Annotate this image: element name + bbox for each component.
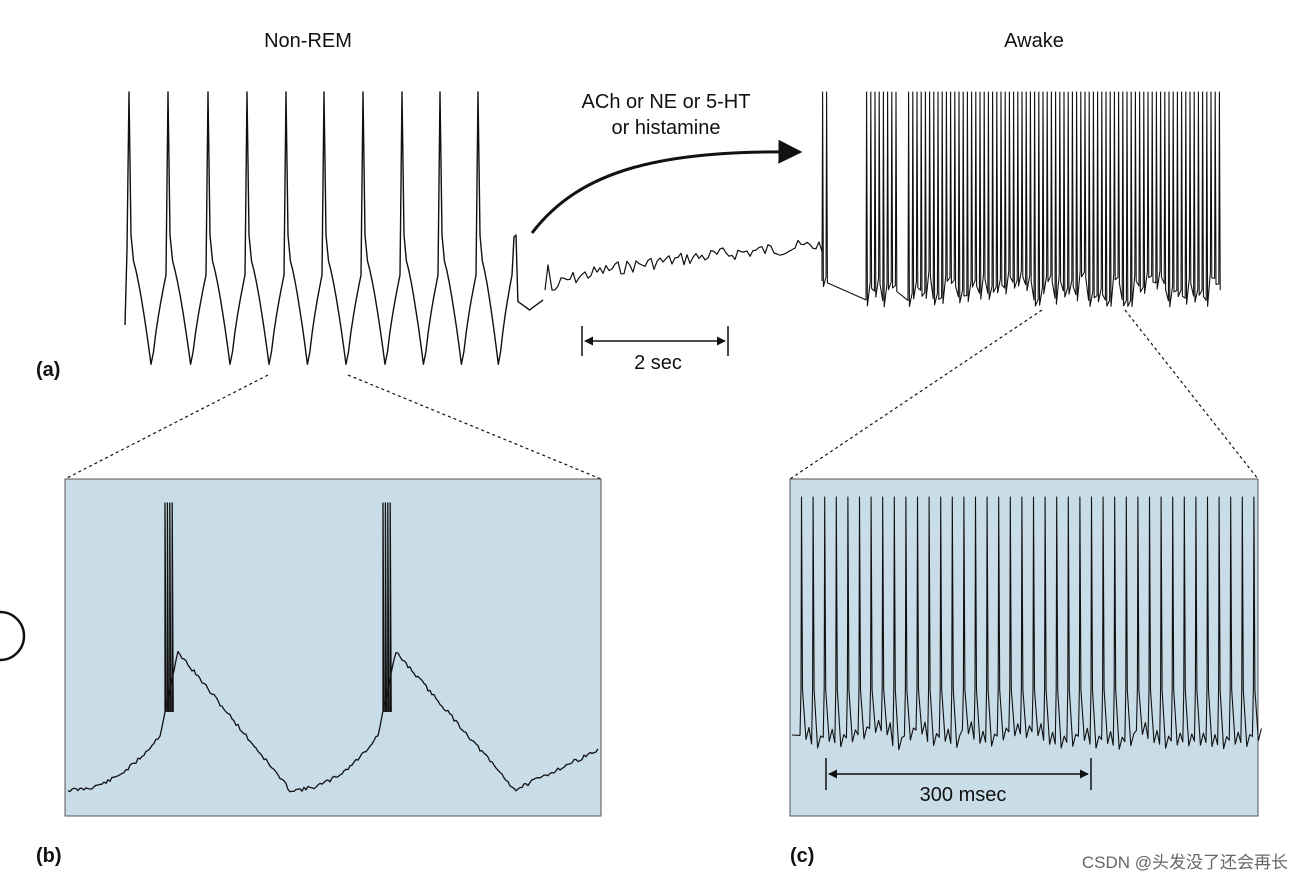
non-rem-trace: [124, 91, 544, 365]
transition-label-line2: or histamine: [612, 117, 721, 139]
scale-bar-2sec: [581, 326, 729, 356]
transition-arrow: [530, 139, 803, 234]
cropped-circle-mark: [0, 610, 26, 662]
panel-b-box: [64, 478, 602, 817]
zoom-lines-b: [64, 374, 602, 480]
non-rem-title: Non-REM: [264, 30, 352, 52]
watermark: CSDN @头发没了还会再长: [1082, 853, 1288, 872]
zoom-lines-c: [789, 309, 1259, 480]
scale-bar-300msec: [825, 758, 1092, 790]
transition-label-line1: ACh or NE or 5-HT: [582, 91, 751, 113]
awake-title: Awake: [1004, 30, 1064, 52]
panel-label-a: (a): [36, 359, 60, 381]
panel-label-c: (c): [790, 845, 814, 867]
panel-b-trace: [67, 502, 599, 793]
transition-trace: [544, 239, 823, 291]
panel-c-box: [789, 478, 1259, 817]
awake-trace: [821, 91, 1221, 308]
panel-label-b: (b): [36, 845, 62, 867]
panel-c-trace: [791, 496, 1262, 751]
scale-bar-2sec-label: 2 sec: [634, 352, 682, 374]
scale-bar-300msec-label: 300 msec: [920, 784, 1007, 806]
